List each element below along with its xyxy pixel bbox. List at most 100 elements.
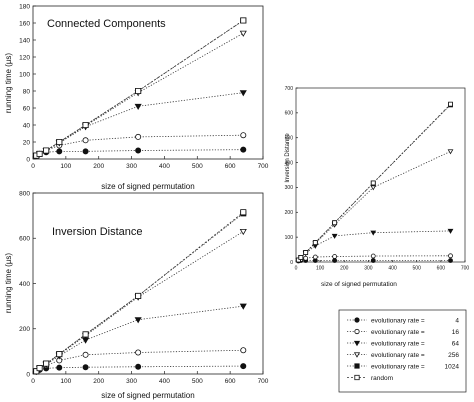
x-tick-label: 0	[295, 266, 298, 272]
data-point	[240, 132, 247, 139]
data-point	[240, 146, 247, 153]
data-point	[43, 147, 50, 154]
legend-value: 4	[455, 317, 459, 324]
x-tick-label: 0	[31, 163, 35, 170]
y-tick-label: 60	[23, 105, 31, 112]
data-point	[135, 88, 142, 95]
y-tick-label: 600	[285, 111, 294, 117]
x-tick-label: 100	[316, 266, 325, 272]
x-axis-label: size of signed permutation	[321, 281, 397, 288]
legend-marker	[353, 340, 361, 347]
x-tick-label: 300	[364, 266, 373, 272]
inversion-distance-chart: Inversion Distance running time (µs) siz…	[4, 190, 269, 400]
data-point	[332, 258, 338, 263]
y-tick-label: 800	[19, 190, 30, 197]
data-point	[82, 148, 89, 155]
x-tick-label: 500	[192, 163, 203, 170]
legend-entry: evolutionary rate = 16	[347, 329, 459, 336]
y-tick-label: 300	[285, 185, 294, 191]
legend-marker	[354, 317, 360, 323]
x-tick-label: 500	[413, 266, 422, 272]
data-point	[240, 363, 247, 370]
data-point	[332, 254, 338, 259]
legend-marker	[354, 328, 360, 335]
data-point	[448, 101, 453, 107]
data-point	[82, 364, 89, 371]
series-2	[33, 132, 247, 159]
legend-label: evolutionary rate =	[371, 329, 425, 336]
y-tick-label: 200	[285, 210, 294, 216]
y-tick-label: 100	[285, 235, 294, 241]
x-tick-label: 400	[388, 266, 397, 272]
y-tick-label: 100	[19, 71, 30, 78]
legend-label: evolutionary rate =	[371, 317, 425, 324]
x-tick-label: 600	[437, 266, 446, 272]
x-tick-label: 100	[60, 378, 71, 385]
legend-box	[338, 309, 467, 393]
data-point	[370, 185, 377, 191]
x-tick-label: 600	[225, 378, 236, 385]
data-point	[82, 122, 89, 129]
y-tick-label: 160	[19, 20, 30, 27]
data-point	[43, 360, 50, 367]
data-point	[239, 303, 247, 310]
y-tick-label: 120	[19, 54, 30, 61]
chart-title: Inversion Distance	[52, 226, 143, 238]
data-point	[331, 233, 338, 239]
data-point	[36, 150, 43, 157]
data-point	[135, 349, 142, 356]
data-point	[298, 255, 304, 260]
x-tick-label: 300	[126, 378, 137, 385]
x-tick-label: 200	[93, 163, 104, 170]
x-tick-label: 300	[126, 163, 137, 170]
legend-marker	[354, 374, 360, 381]
y-axis-label: running time (µs)	[4, 253, 13, 314]
x-tick-label: 200	[340, 266, 349, 272]
series-3	[32, 303, 247, 375]
data-point	[303, 250, 309, 255]
legend-entry: evolutionary rate = 256	[347, 352, 459, 359]
data-point	[447, 228, 454, 234]
data-point	[239, 90, 247, 97]
data-point	[240, 209, 247, 216]
series-6	[296, 101, 453, 263]
data-point	[239, 228, 247, 236]
y-axis-label: Inversion Distance	[285, 133, 291, 183]
data-point	[370, 253, 376, 259]
legend: evolutionary rate = 4 evolutionary rate = 1…	[338, 309, 467, 393]
data-point	[332, 220, 338, 226]
data-point	[370, 230, 377, 236]
data-point	[82, 137, 89, 144]
data-point	[134, 317, 142, 324]
data-point	[240, 17, 247, 24]
series-2	[33, 347, 247, 375]
x-tick-label: 700	[258, 163, 269, 170]
y-tick-label: 500	[285, 135, 294, 141]
y-tick-label: 0	[26, 371, 30, 378]
data-point	[135, 292, 142, 299]
legend-marker	[354, 363, 360, 369]
data-point	[239, 30, 247, 37]
data-point	[447, 149, 454, 155]
series-6	[33, 17, 247, 159]
y-tick-label: 180	[19, 3, 30, 10]
data-point	[312, 240, 318, 246]
data-point	[296, 257, 301, 263]
data-point	[135, 147, 142, 154]
y-tick-label: 700	[285, 86, 294, 92]
x-tick-label: 600	[225, 163, 236, 170]
legend-marker	[353, 352, 361, 358]
x-axis-label: size of signed permutation	[101, 182, 194, 191]
y-tick-label: 600	[19, 236, 30, 243]
connected-components-chart: Connected Components running time (µs) s…	[4, 3, 269, 191]
data-point	[135, 363, 142, 370]
legend-entry: evolutionary rate = 64	[347, 340, 459, 347]
data-point	[448, 258, 453, 263]
x-tick-label: 200	[93, 378, 104, 385]
data-point	[56, 364, 63, 371]
x-tick-label: 400	[159, 378, 170, 385]
y-tick-label: 0	[290, 260, 293, 266]
data-point	[36, 365, 43, 372]
y-tick-label: 200	[19, 326, 30, 333]
